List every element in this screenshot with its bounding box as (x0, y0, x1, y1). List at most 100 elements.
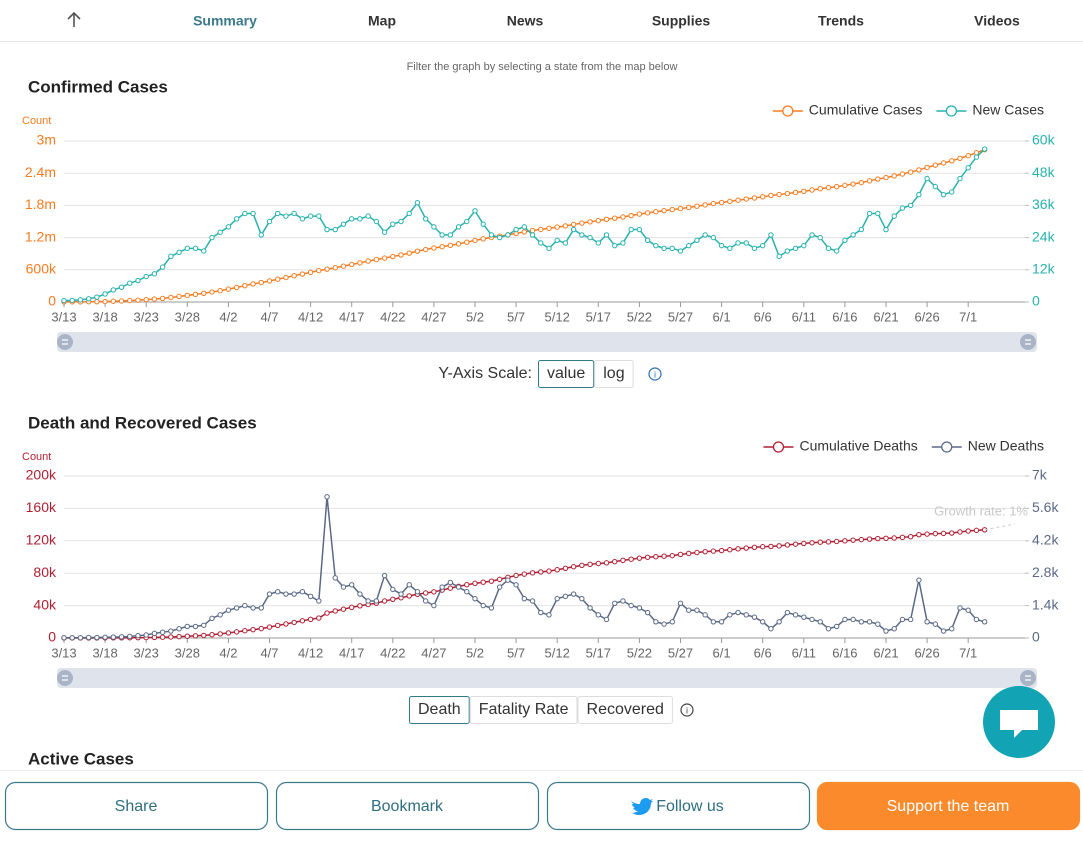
x-tick-label: 6/11 (792, 309, 816, 324)
data-point (891, 213, 897, 219)
segment-button[interactable] (409, 696, 470, 724)
nav-item[interactable]: Trends (818, 13, 864, 29)
data-point (414, 589, 421, 595)
data-point (743, 545, 749, 551)
zoom-slider[interactable] (57, 668, 1037, 688)
data-point (924, 531, 930, 537)
data-point (357, 603, 363, 609)
segment-label[interactable]: Fatality Rate (479, 701, 569, 718)
data-point (727, 547, 733, 553)
action-button[interactable] (275, 781, 540, 831)
info-icon[interactable] (680, 703, 694, 717)
segment-label[interactable]: log (603, 365, 624, 382)
data-point (932, 621, 939, 627)
segment-label[interactable]: value (547, 365, 585, 382)
data-point (118, 634, 125, 640)
data-point (513, 572, 519, 579)
data-point (981, 146, 988, 152)
zoom-handle[interactable] (57, 334, 73, 350)
y-tick-label: 1.2m (25, 228, 56, 244)
segment-button[interactable] (577, 696, 673, 724)
zoom-slider[interactable] (57, 332, 1037, 352)
data-point (907, 616, 914, 623)
data-point (570, 591, 577, 597)
x-tick-label: 6/26 (914, 309, 939, 324)
nav-item[interactable]: Videos (974, 13, 1020, 29)
data-point (858, 619, 865, 625)
data-point (266, 218, 273, 225)
data-point (332, 265, 338, 271)
data-point (464, 239, 470, 245)
action-button-label[interactable]: Bookmark (371, 798, 444, 815)
data-point (702, 232, 708, 238)
data-point (554, 595, 560, 602)
data-point (776, 543, 782, 549)
controls: i i Y-Axis Scale: value log Death Fatality R… (409, 360, 694, 724)
action-button[interactable] (546, 781, 811, 831)
data-point (751, 544, 758, 551)
segment-button[interactable] (538, 360, 595, 388)
data-point (603, 616, 610, 623)
data-point (866, 210, 873, 217)
nav-item[interactable]: Supplies (652, 13, 711, 29)
zoom-handle[interactable] (57, 670, 73, 686)
data-point (562, 593, 569, 600)
x-tick-label: 3/28 (175, 645, 200, 660)
data-point (907, 202, 914, 209)
zoom-handle[interactable] (1020, 670, 1036, 686)
data-point (480, 221, 486, 227)
data-point (875, 621, 881, 627)
info-icon[interactable] (648, 367, 662, 381)
up-arrow[interactable] (67, 11, 81, 27)
zoom-handle-grip (1025, 675, 1031, 681)
nav-item[interactable]: News (507, 13, 544, 29)
annotation: Growth rate: 1% (934, 503, 1028, 518)
data-point (587, 605, 593, 611)
data-point (603, 216, 610, 222)
data-point (102, 291, 108, 297)
data-point (702, 548, 708, 555)
chat-button[interactable] (983, 686, 1055, 758)
data-point (77, 297, 84, 303)
data-point (760, 242, 766, 249)
action-button-label[interactable]: Follow us (656, 798, 724, 815)
data-point (768, 543, 774, 550)
nav-item[interactable]: Summary (193, 13, 257, 29)
data-point (858, 179, 865, 186)
data-point (299, 589, 306, 595)
data-point (168, 634, 174, 640)
segment-button[interactable] (469, 696, 578, 724)
data-point (842, 237, 848, 243)
data-point (949, 626, 955, 632)
data-point (77, 635, 84, 641)
zoom-handle[interactable] (1020, 334, 1036, 350)
nav-item[interactable]: Map (368, 13, 396, 29)
data-point (85, 634, 92, 641)
action-button-label[interactable]: Support the team (887, 798, 1010, 815)
data-point (217, 287, 223, 294)
action-button[interactable] (4, 781, 269, 831)
data-point (192, 623, 199, 630)
legend-label: Cumulative Deaths (799, 438, 917, 454)
data-point (143, 632, 149, 638)
chart-title: Death and Recovered Cases (28, 413, 257, 432)
action-button-label[interactable]: Share (115, 798, 158, 815)
data-point (184, 623, 191, 630)
data-point (455, 241, 462, 247)
data-point (644, 210, 651, 216)
data-point (653, 619, 659, 625)
data-point (472, 208, 478, 214)
y2-tick-label: 1.4k (1032, 596, 1059, 612)
segment-button[interactable] (594, 360, 634, 388)
data-point (291, 210, 297, 217)
segment-label[interactable]: Death (418, 701, 461, 718)
data-point (883, 226, 889, 233)
data-point (718, 619, 725, 625)
data-point (768, 192, 774, 199)
action-button[interactable] (816, 781, 1081, 831)
segment-label[interactable]: Recovered (587, 701, 664, 718)
data-point (850, 232, 856, 238)
data-point (686, 242, 692, 249)
data-point (250, 281, 256, 287)
